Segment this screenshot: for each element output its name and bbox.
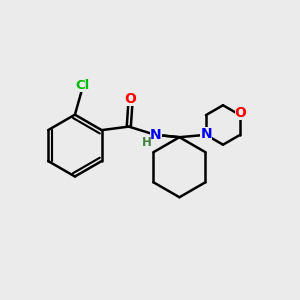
Text: O: O [235,106,247,120]
Text: H: H [142,136,152,149]
Text: O: O [124,92,136,106]
Text: Cl: Cl [76,79,90,92]
Text: N: N [150,128,161,142]
Text: N: N [200,127,212,141]
